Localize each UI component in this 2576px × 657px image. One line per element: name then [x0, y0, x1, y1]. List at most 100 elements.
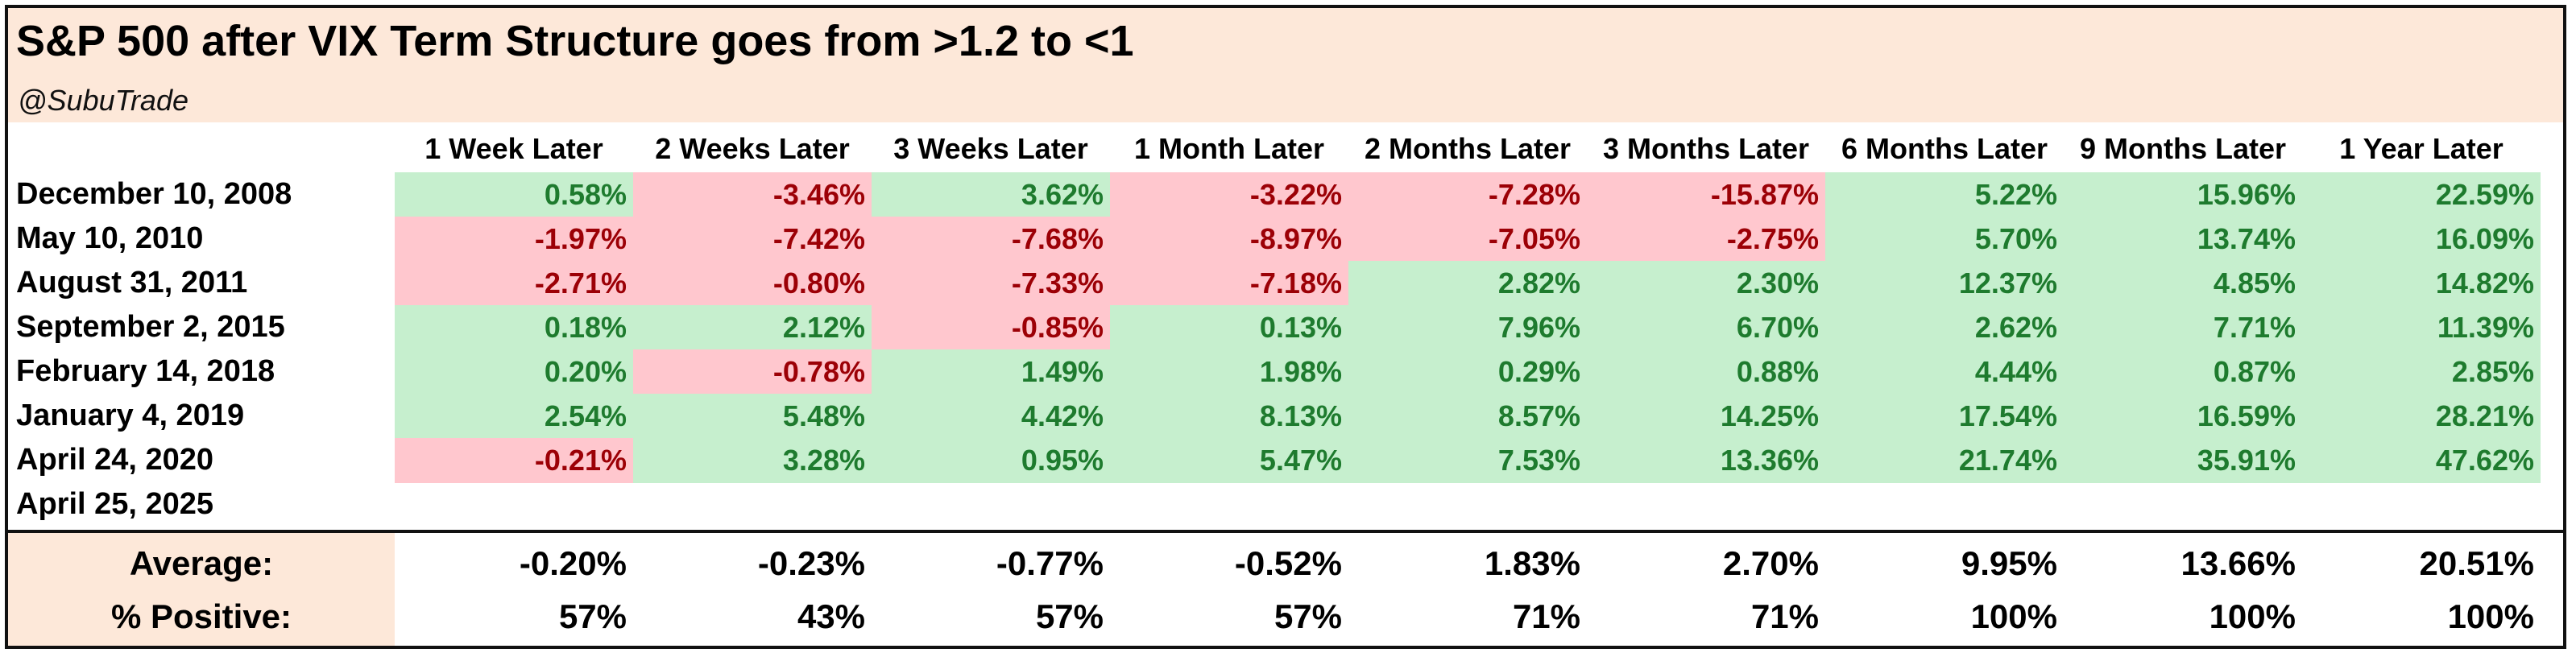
summary-value: 100%	[1970, 597, 2057, 635]
row-date-label: May 10, 2010	[16, 221, 204, 255]
summary-value: 71%	[1512, 597, 1580, 635]
table-cell: 17.54%	[1825, 394, 2064, 439]
summary-divider	[8, 530, 2563, 533]
column-header: 9 Months Later	[2079, 132, 2287, 165]
table-cell: -0.78%	[633, 349, 872, 395]
column-header: 1 Week Later	[425, 132, 603, 165]
table-cell: 12.37%	[1825, 261, 2064, 306]
table-cell: 22.59%	[2302, 172, 2541, 217]
table-cell: -3.46%	[633, 172, 872, 217]
table-cell: 4.85%	[2064, 261, 2302, 306]
summary-value: 71%	[1750, 597, 1819, 635]
summary-value: 57%	[558, 597, 627, 635]
column-header: 2 Weeks Later	[655, 132, 850, 165]
table-cell: 0.29%	[1348, 349, 1587, 395]
table-cell: -2.71%	[395, 261, 633, 306]
summary-value: 100%	[2209, 597, 2296, 635]
column-header: 1 Year Later	[2339, 132, 2504, 165]
table-cell: 5.22%	[1825, 172, 2064, 217]
table-cell: -2.75%	[1587, 217, 1825, 262]
table-cell: 0.13%	[1110, 305, 1348, 350]
table-cell: 28.21%	[2302, 394, 2541, 439]
table-cell: 11.39%	[2302, 305, 2541, 350]
table-cell: 7.96%	[1348, 305, 1587, 350]
table-cell: -7.33%	[872, 261, 1110, 306]
summary-value: 43%	[797, 597, 865, 635]
table-cell: 16.09%	[2302, 217, 2541, 262]
column-header: 1 Month Later	[1133, 132, 1324, 165]
row-date-label: September 2, 2015	[16, 310, 285, 344]
row-date-label: February 14, 2018	[16, 354, 275, 388]
summary-value: 100%	[2447, 597, 2534, 635]
date-column-bg	[8, 122, 395, 530]
table-cell: 7.53%	[1348, 438, 1587, 483]
summary-label: % Positive:	[110, 597, 292, 635]
table-cell: 5.48%	[633, 394, 872, 439]
table-cell: -7.42%	[633, 217, 872, 262]
table-cell: 0.95%	[872, 438, 1110, 483]
table-cell: 1.98%	[1110, 349, 1348, 395]
row-date-label: January 4, 2019	[16, 399, 245, 432]
table-cell: 7.71%	[2064, 305, 2302, 350]
table-cell: 2.85%	[2302, 349, 2541, 395]
table-cell: 3.62%	[872, 172, 1110, 217]
row-date-label: April 25, 2025	[16, 487, 214, 521]
table-cell: -0.21%	[395, 438, 633, 483]
table-cell: 0.88%	[1587, 349, 1825, 395]
table-cell: 3.28%	[633, 438, 872, 483]
column-header: 2 Months Later	[1364, 132, 1572, 165]
title-band: S&P 500 after VIX Term Structure goes fr…	[8, 8, 2563, 122]
author-handle: @SubuTrade	[18, 84, 188, 117]
table-cell: 0.58%	[395, 172, 633, 217]
column-header: 6 Months Later	[1841, 132, 2048, 165]
table-cell: 14.25%	[1587, 394, 1825, 439]
table-cell: -7.18%	[1110, 261, 1348, 306]
summary-label: Average:	[129, 544, 274, 582]
table-frame: S&P 500 after VIX Term Structure goes fr…	[5, 5, 2566, 649]
table-cell: -7.68%	[872, 217, 1110, 262]
column-header: 3 Months Later	[1602, 132, 1810, 165]
table-cell: 5.70%	[1825, 217, 2064, 262]
table-cell: 21.74%	[1825, 438, 2064, 483]
column-header: 3 Weeks Later	[893, 132, 1088, 165]
table-cell: -15.87%	[1587, 172, 1825, 217]
row-date-label: August 31, 2011	[16, 266, 248, 300]
summary-value: -0.52%	[1234, 544, 1342, 582]
table-cell: -0.80%	[633, 261, 872, 306]
summary-value: 2.70%	[1722, 544, 1819, 582]
table-cell: -7.28%	[1348, 172, 1587, 217]
table-cell: 15.96%	[2064, 172, 2302, 217]
table-cell: 13.74%	[2064, 217, 2302, 262]
summary-value: -0.77%	[996, 544, 1104, 582]
table-cell: 2.12%	[633, 305, 872, 350]
table-cell: 8.13%	[1110, 394, 1348, 439]
table-cell: 6.70%	[1587, 305, 1825, 350]
table-cell: 4.44%	[1825, 349, 2064, 395]
table-cell: 35.91%	[2064, 438, 2302, 483]
table-cell: 4.42%	[872, 394, 1110, 439]
row-date-label: April 24, 2020	[16, 443, 214, 477]
summary-value: 57%	[1274, 597, 1342, 635]
table-cell: 47.62%	[2302, 438, 2541, 483]
table-cell: 14.82%	[2302, 261, 2541, 306]
summary-value: 9.95%	[1961, 544, 2057, 582]
table-cell: 16.59%	[2064, 394, 2302, 439]
table-cell: 5.47%	[1110, 438, 1348, 483]
summary-value: 20.51%	[2419, 544, 2534, 582]
table-cell: 0.87%	[2064, 349, 2302, 395]
summary-value: 13.66%	[2180, 544, 2296, 582]
row-date-label: December 10, 2008	[16, 177, 292, 211]
summary-label-bg	[8, 533, 395, 646]
table-cell: 2.62%	[1825, 305, 2064, 350]
table-cell: 8.57%	[1348, 394, 1587, 439]
chart-title: S&P 500 after VIX Term Structure goes fr…	[16, 17, 1134, 65]
summary-value: -0.23%	[757, 544, 865, 582]
table-cell: 2.54%	[395, 394, 633, 439]
table-cell: 1.49%	[872, 349, 1110, 395]
table-cell: -0.85%	[872, 305, 1110, 350]
summary-value: 57%	[1035, 597, 1104, 635]
table-cell: 2.82%	[1348, 261, 1587, 306]
table-cell: 0.20%	[395, 349, 633, 395]
summary-value: 1.83%	[1484, 544, 1580, 582]
table-cell: -7.05%	[1348, 217, 1587, 262]
